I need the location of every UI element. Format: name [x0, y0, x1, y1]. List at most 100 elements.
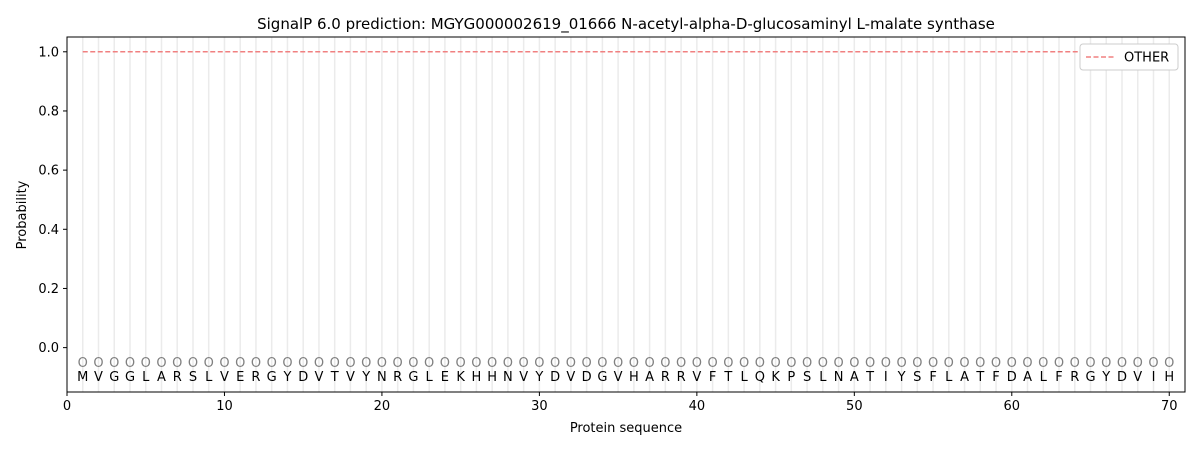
- region-label: O: [204, 356, 214, 371]
- region-label: O: [676, 356, 686, 371]
- region-label: O: [1038, 356, 1048, 371]
- region-label: O: [298, 356, 308, 371]
- residue-label: L: [945, 370, 953, 385]
- residue-label: H: [1164, 370, 1174, 385]
- residue-label: Y: [1101, 370, 1110, 385]
- residue-label: V: [614, 370, 623, 385]
- residue-label: Y: [897, 370, 906, 385]
- residue-label: K: [771, 370, 780, 385]
- region-label: O: [1101, 356, 1111, 371]
- x-tick-label: 20: [374, 399, 391, 414]
- x-tick-label: 60: [1004, 399, 1021, 414]
- residue-label: N: [377, 370, 387, 385]
- x-tick-label: 50: [846, 399, 863, 414]
- residue-label: T: [975, 370, 984, 385]
- residue-label: L: [819, 370, 827, 385]
- region-label: O: [424, 356, 434, 371]
- residue-label: N: [503, 370, 513, 385]
- residue-label: V: [94, 370, 103, 385]
- residue-label: R: [173, 370, 182, 385]
- region-label: O: [1148, 356, 1158, 371]
- region-label: O: [219, 356, 229, 371]
- region-label: O: [345, 356, 355, 371]
- region-label: O: [361, 356, 371, 371]
- residue-label: V: [566, 370, 575, 385]
- region-label: O: [550, 356, 560, 371]
- region-label: O: [251, 356, 261, 371]
- residue-label: V: [692, 370, 701, 385]
- residue-label: G: [109, 370, 119, 385]
- region-label: O: [1022, 356, 1032, 371]
- x-tick-label: 10: [216, 399, 233, 414]
- residue-label: A: [960, 370, 969, 385]
- residue-label: G: [597, 370, 607, 385]
- region-label: O: [156, 356, 166, 371]
- residue-label: R: [677, 370, 686, 385]
- residue-label: Y: [361, 370, 370, 385]
- region-label: O: [912, 356, 922, 371]
- region-label: O: [959, 356, 969, 371]
- residue-label: V: [346, 370, 355, 385]
- region-label: O: [188, 356, 198, 371]
- region-label: O: [78, 356, 88, 371]
- y-axis-label: Probability: [15, 180, 30, 249]
- residue-label: Y: [534, 370, 543, 385]
- residue-label: F: [929, 370, 936, 385]
- region-label: O: [314, 356, 324, 371]
- region-label: O: [1133, 356, 1143, 371]
- x-tick-label: 70: [1161, 399, 1178, 414]
- region-label: O: [471, 356, 481, 371]
- residue-label: A: [645, 370, 654, 385]
- region-label: O: [707, 356, 717, 371]
- region-label: O: [802, 356, 812, 371]
- residue-label: G: [408, 370, 418, 385]
- residue-label: E: [441, 370, 449, 385]
- region-label: O: [818, 356, 828, 371]
- region-label: O: [944, 356, 954, 371]
- region-label: O: [692, 356, 702, 371]
- residue-label: R: [661, 370, 670, 385]
- region-label: O: [235, 356, 245, 371]
- region-label: O: [975, 356, 985, 371]
- residue-label: D: [550, 370, 560, 385]
- residue-label: D: [582, 370, 592, 385]
- residue-label: N: [834, 370, 844, 385]
- region-label: O: [487, 356, 497, 371]
- region-label: O: [534, 356, 544, 371]
- region-label: O: [991, 356, 1001, 371]
- region-label: O: [1164, 356, 1174, 371]
- region-label: O: [1007, 356, 1017, 371]
- residue-label: L: [1040, 370, 1048, 385]
- region-label: O: [330, 356, 340, 371]
- region-label: O: [881, 356, 891, 371]
- region-label: O: [786, 356, 796, 371]
- region-label: O: [896, 356, 906, 371]
- y-tick-label: 1.0: [38, 45, 59, 60]
- legend: OTHER: [1079, 43, 1179, 71]
- residue-label: G: [1085, 370, 1095, 385]
- region-label: O: [1054, 356, 1064, 371]
- region-label: O: [613, 356, 623, 371]
- region-label: O: [456, 356, 466, 371]
- region-label: O: [408, 356, 418, 371]
- region-label: O: [109, 356, 119, 371]
- legend-box: [1079, 43, 1179, 71]
- residue-label: Y: [282, 370, 291, 385]
- region-label: O: [172, 356, 182, 371]
- region-label: O: [928, 356, 938, 371]
- plot-frame: [66, 36, 1186, 393]
- region-label: O: [267, 356, 277, 371]
- legend-label-other: OTHER: [1124, 51, 1169, 66]
- residue-label: D: [1007, 370, 1017, 385]
- region-label: O: [1117, 356, 1127, 371]
- region-label: O: [93, 356, 103, 371]
- region-label: O: [566, 356, 576, 371]
- residue-label: H: [629, 370, 639, 385]
- residue-label: K: [456, 370, 465, 385]
- region-label: O: [629, 356, 639, 371]
- region-label: O: [723, 356, 733, 371]
- region-label: O: [660, 356, 670, 371]
- residue-label: V: [519, 370, 528, 385]
- residue-label: G: [267, 370, 277, 385]
